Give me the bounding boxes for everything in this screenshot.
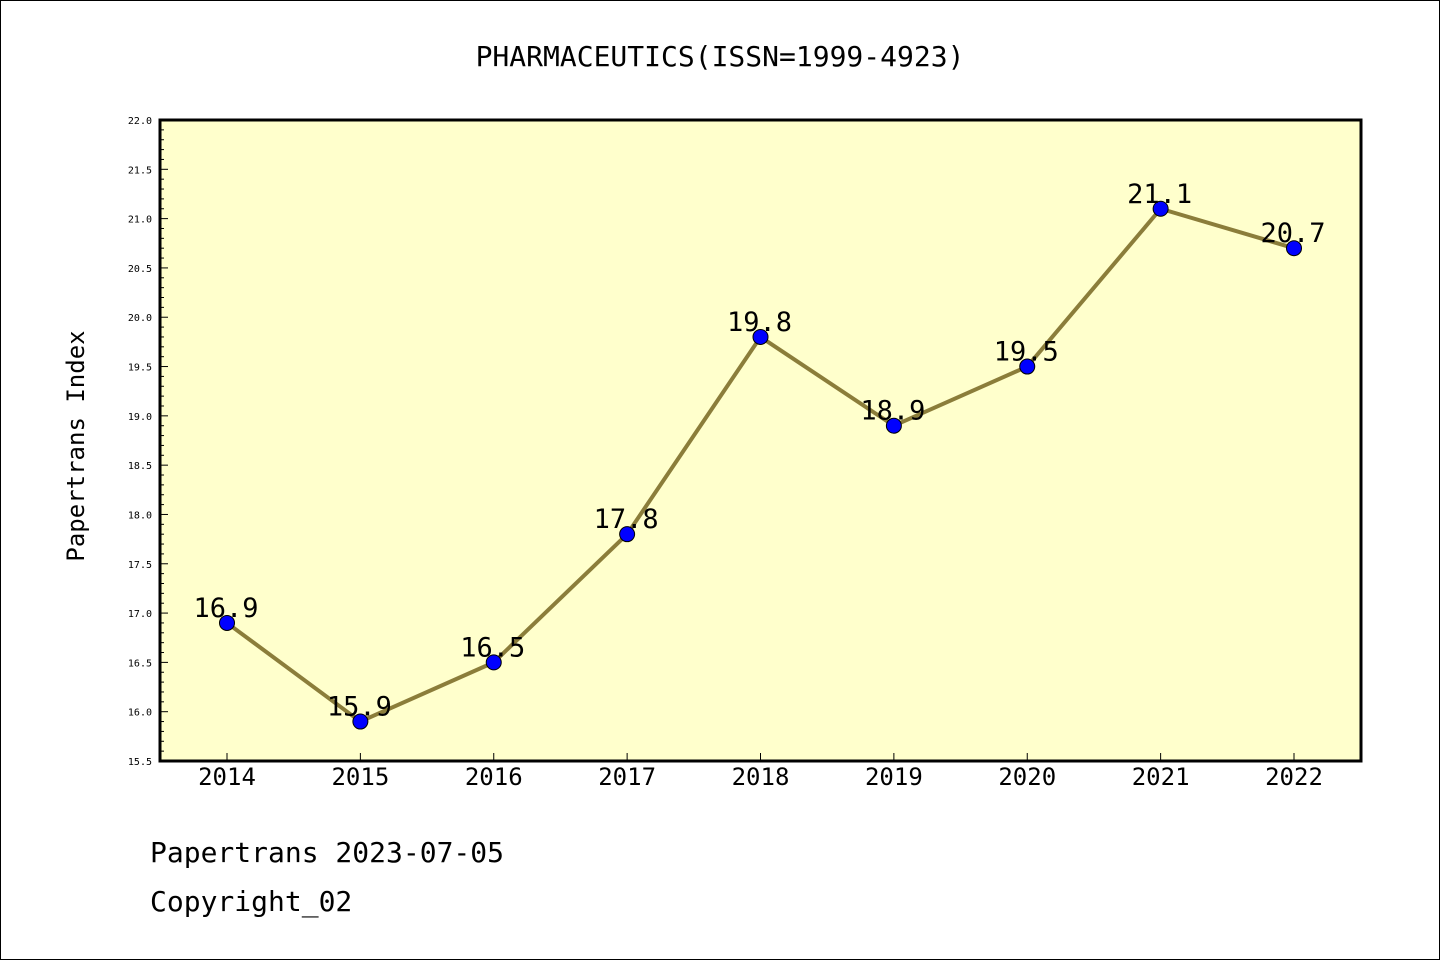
y-tick-label: 22.0 bbox=[128, 116, 152, 127]
x-tick-label: 2014 bbox=[198, 763, 256, 791]
x-axis-tick-labels: 2014 2015 2016 2017 2018 2019 2020 2021 2022 bbox=[198, 763, 1323, 791]
data-labels: 16.9 15.9 16.5 17.8 19.8 18.9 19.5 21.1 20.7 bbox=[193, 179, 1325, 723]
x-tick-label: 2019 bbox=[865, 763, 923, 791]
data-label: 16.5 bbox=[460, 632, 525, 663]
data-label: 17.8 bbox=[594, 504, 659, 535]
data-point bbox=[219, 614, 235, 631]
y-tick-label: 20.0 bbox=[128, 313, 152, 324]
x-tick-label: 2016 bbox=[465, 763, 523, 791]
x-tick-label: 2015 bbox=[331, 763, 389, 791]
data-label: 21.1 bbox=[1127, 179, 1192, 210]
data-point bbox=[1286, 240, 1302, 257]
y-tick-label: 18.0 bbox=[128, 510, 152, 521]
y-tick-label: 16.5 bbox=[128, 658, 152, 669]
chart-title: PHARMACEUTICS(ISSN=1999-4923) bbox=[476, 40, 965, 73]
data-label: 20.7 bbox=[1260, 218, 1325, 249]
y-tick-label: 17.0 bbox=[128, 609, 152, 620]
x-tick-label: 2021 bbox=[1132, 763, 1190, 791]
data-point bbox=[619, 526, 636, 543]
x-tick-label: 2018 bbox=[732, 763, 790, 791]
x-tick-label: 2020 bbox=[998, 763, 1056, 791]
plot-area bbox=[158, 118, 1363, 763]
data-point bbox=[352, 713, 369, 730]
y-tick-label: 18.5 bbox=[128, 461, 152, 472]
y-tick-label: 19.5 bbox=[128, 363, 152, 374]
data-label: 19.5 bbox=[994, 337, 1059, 368]
y-tick-label: 17.5 bbox=[128, 560, 152, 571]
y-tick-label: 16.0 bbox=[128, 708, 152, 719]
y-tick-label: 20.5 bbox=[128, 264, 152, 275]
footer-copyright: Copyright_02 bbox=[150, 885, 353, 918]
y-tick-label: 19.0 bbox=[128, 412, 152, 423]
data-label: 18.9 bbox=[860, 396, 925, 427]
data-label: 19.8 bbox=[727, 307, 792, 338]
data-point bbox=[485, 654, 502, 671]
data-point bbox=[885, 417, 902, 434]
data-point bbox=[1152, 200, 1169, 217]
x-axis-ticks bbox=[226, 753, 1295, 761]
data-label: 16.9 bbox=[193, 593, 258, 624]
series-markers bbox=[219, 200, 1302, 730]
y-axis-tick-labels: 15.5 16.0 16.5 17.0 17.5 18.0 18.5 19.0 19.5 20.0… bbox=[128, 116, 152, 768]
data-point bbox=[1019, 358, 1036, 375]
data-point bbox=[752, 328, 769, 345]
y-tick-label: 21.0 bbox=[128, 215, 152, 226]
y-tick-label: 15.5 bbox=[128, 757, 152, 768]
x-tick-label: 2017 bbox=[598, 763, 656, 791]
y-axis-ticks bbox=[160, 119, 168, 762]
footer-date: Papertrans 2023-07-05 bbox=[150, 836, 505, 869]
y-axis-label: Papertrans Index bbox=[62, 330, 90, 561]
data-label: 15.9 bbox=[327, 692, 392, 723]
y-tick-label: 21.5 bbox=[128, 165, 152, 176]
x-tick-label: 2022 bbox=[1265, 763, 1323, 791]
